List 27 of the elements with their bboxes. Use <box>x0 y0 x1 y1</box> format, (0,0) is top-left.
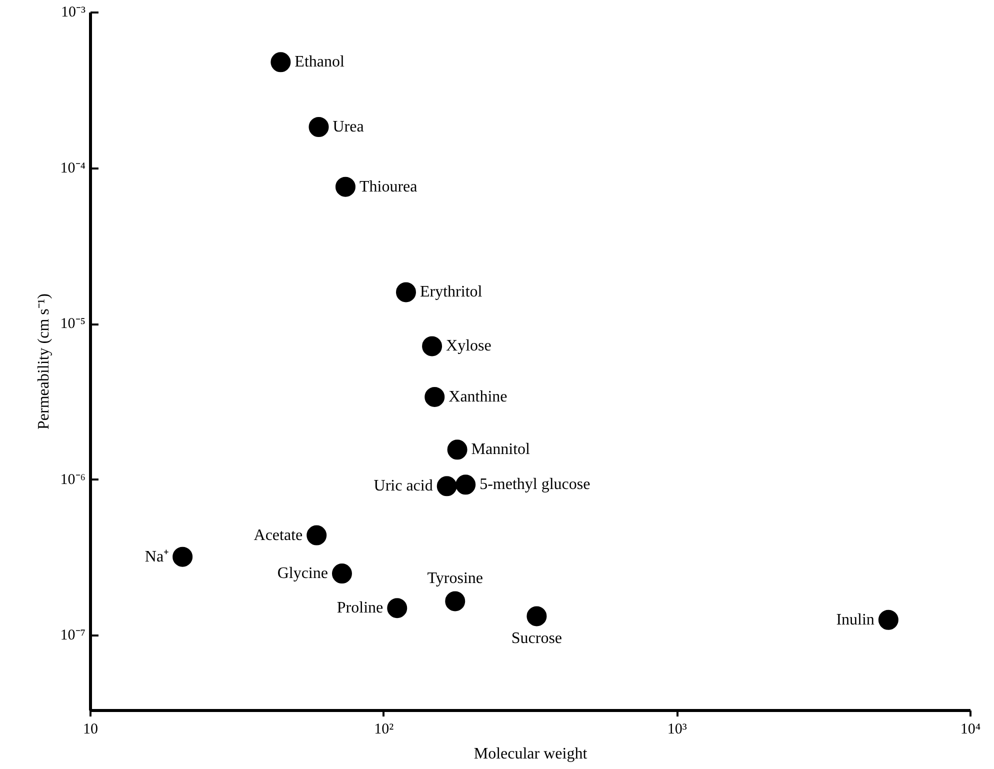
y-tick-label: 10⁻⁷ <box>60 628 86 644</box>
annotation: Uric acid <box>374 478 433 495</box>
x-tick-label: 10³ <box>667 722 688 738</box>
annotation: Urea <box>332 118 364 136</box>
y-tick-label: 10⁻⁵ <box>60 316 86 332</box>
x-axis-title: Molecular weight <box>474 746 588 762</box>
annotation: Proline <box>336 600 384 617</box>
annotation: Thiourea <box>359 178 418 196</box>
annotation: Glycine <box>277 565 328 582</box>
x-tick-label: 10 <box>83 722 98 738</box>
annotation: Mannitol <box>471 441 531 458</box>
annotation: Tyrosine <box>427 570 484 588</box>
annotation: Acetate <box>254 526 303 544</box>
annotation: 5-methyl glucose <box>480 476 590 494</box>
y-tick-label: 10⁻⁶ <box>60 472 86 488</box>
annotation: Xylose <box>446 338 492 355</box>
annotation: Xanthine <box>448 388 508 406</box>
y-tick-label: 10⁻³ <box>61 4 86 20</box>
x-tick-label: 10⁴ <box>960 722 981 738</box>
annotation: Inulin <box>836 611 874 628</box>
y-axis-title: Permeability (cm s⁻¹) <box>35 294 52 430</box>
y-tick-label: 10⁻⁴ <box>60 160 86 176</box>
annotation: Erythritol <box>420 284 483 301</box>
annotation: Sucrose <box>511 630 562 648</box>
annotation: Ethanol <box>294 54 346 71</box>
x-tick-label: 10² <box>374 722 394 738</box>
annotation: Na⁺ <box>144 548 169 566</box>
